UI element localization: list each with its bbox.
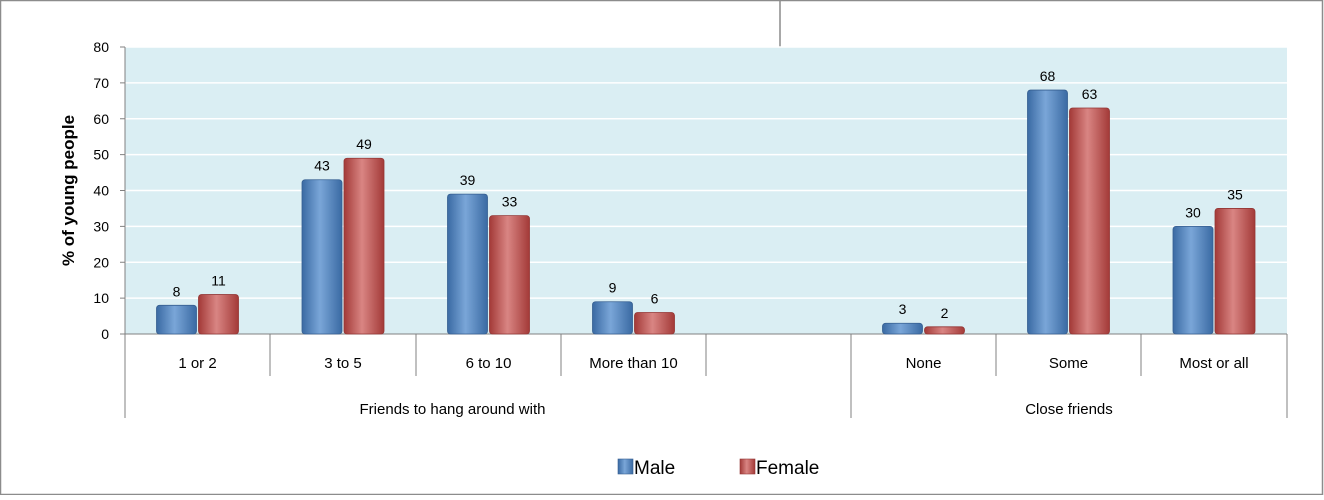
category-label: 1 or 2	[178, 355, 216, 372]
category-label: 6 to 10	[466, 355, 512, 372]
y-axis-title: % of young people	[59, 115, 78, 266]
bar-female	[198, 294, 239, 335]
bar-female	[1214, 208, 1256, 335]
category-label: Some	[1049, 355, 1088, 372]
y-tick-label: 20	[93, 254, 109, 270]
data-label: 2	[941, 305, 949, 321]
bar-female	[343, 157, 385, 335]
bar-female	[489, 215, 530, 335]
data-label: 68	[1040, 68, 1056, 84]
bar-male	[447, 193, 488, 335]
y-tick-label: 40	[93, 183, 109, 199]
legend-label-male: Male	[634, 458, 675, 479]
bar-male	[301, 179, 343, 335]
y-tick-label: 70	[93, 75, 109, 91]
y-tick-label: 50	[93, 147, 109, 163]
data-label: 33	[502, 194, 518, 210]
group-label: Close friends	[1025, 401, 1113, 418]
data-label: 30	[1185, 204, 1201, 220]
y-tick-label: 10	[93, 290, 109, 306]
y-tick-label: 0	[101, 326, 109, 342]
bar-male	[882, 322, 923, 335]
data-label: 11	[211, 273, 226, 289]
category-label: None	[906, 355, 942, 372]
data-label: 39	[460, 172, 476, 188]
y-tick-label: 30	[93, 218, 109, 234]
data-label: 6	[651, 290, 659, 306]
data-label: 63	[1082, 86, 1098, 102]
bar-male	[592, 301, 633, 335]
category-label: More than 10	[589, 355, 677, 372]
category-label: Most or all	[1179, 355, 1248, 372]
data-label: 3	[899, 301, 907, 317]
data-label: 49	[356, 136, 372, 152]
data-label: 9	[609, 280, 617, 296]
legend-swatch-male	[617, 458, 634, 475]
bar-male	[156, 304, 197, 335]
data-label: 35	[1227, 186, 1243, 202]
y-tick-label: 80	[93, 39, 109, 55]
bar-male	[1172, 225, 1214, 335]
bar-male	[1027, 89, 1068, 335]
legend-swatch-female	[739, 458, 756, 475]
bar-female	[634, 312, 675, 335]
bar-female	[924, 326, 965, 335]
bar-female	[1069, 107, 1110, 335]
category-label: 3 to 5	[324, 355, 362, 372]
legend-label-female: Female	[756, 458, 819, 479]
y-tick-label: 60	[93, 111, 109, 127]
data-label: 8	[173, 283, 181, 299]
group-label: Friends to hang around with	[360, 401, 546, 418]
data-label: 43	[314, 158, 330, 174]
